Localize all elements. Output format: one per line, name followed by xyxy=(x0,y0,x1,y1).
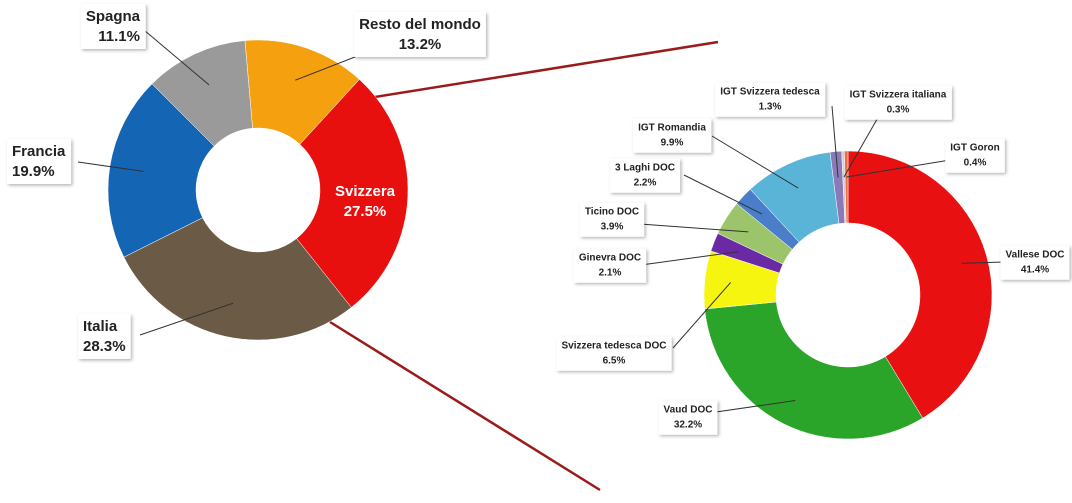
label-background xyxy=(715,82,826,117)
leader-line xyxy=(711,135,799,189)
slice-label: IGT Goron xyxy=(950,143,999,154)
donut-slice xyxy=(151,40,253,147)
leader-line xyxy=(639,223,749,233)
label-background xyxy=(1000,245,1070,280)
slice-value: 41.4% xyxy=(1021,265,1049,276)
slice-value: 11.1% xyxy=(98,28,140,45)
slice-label: Svizzera tedesca DOC xyxy=(561,341,666,352)
label-box: IGT Goron 0.4% xyxy=(945,138,1005,173)
label-background xyxy=(573,248,647,283)
slice-value: 28.3% xyxy=(83,338,126,355)
donut-slice xyxy=(704,301,924,440)
leader-line xyxy=(683,174,763,215)
slice-value: 19.9% xyxy=(12,163,55,180)
leader-line xyxy=(640,251,739,266)
slice-value: 27.5% xyxy=(344,203,387,220)
label-box: Vaud DOC 32.2% xyxy=(658,400,718,435)
label-box: IGT Romandia 9.9% xyxy=(633,118,712,153)
leader-line xyxy=(843,113,881,178)
donut-slice xyxy=(844,150,849,224)
slice-label: IGT Romandia xyxy=(638,123,706,134)
slice-label: Resto del mondo xyxy=(359,16,481,33)
donut-slice xyxy=(296,79,409,308)
slice-value: 13.2% xyxy=(399,36,442,53)
leader-line xyxy=(295,54,361,81)
label-background xyxy=(354,11,486,57)
label-background xyxy=(579,202,645,237)
leader-line xyxy=(831,105,839,178)
slice-value: 3.9% xyxy=(601,222,624,233)
leader-line xyxy=(139,302,234,336)
donut-slice xyxy=(107,83,215,258)
label-box: IGT Svizzera italiana 0.3% xyxy=(844,85,952,120)
donut-slice xyxy=(123,217,352,341)
slice-value: 2.2% xyxy=(634,178,657,189)
leader-line xyxy=(672,282,732,349)
slice-label: Vaud DOC xyxy=(664,405,713,416)
slice-label: IGT Svizzera tedesca xyxy=(720,87,820,98)
slice-label: Italia xyxy=(83,318,118,335)
slice-value: 2.1% xyxy=(599,268,622,279)
label-background xyxy=(945,138,1005,173)
slice-label: Ginevra DOC xyxy=(579,253,641,264)
label-background xyxy=(633,118,712,153)
label-box: Francia 19.9% xyxy=(7,138,72,184)
slice-label: Francia xyxy=(12,143,66,160)
label-background xyxy=(844,85,952,120)
label-box: Ginevra DOC 2.1% xyxy=(573,248,647,283)
slice-label: IGT Svizzera italiana xyxy=(850,90,947,101)
label-box: 3 Laghi DOC 2.2% xyxy=(609,158,681,193)
label-background xyxy=(658,400,718,435)
leader-line xyxy=(137,24,210,86)
slice-label: 3 Laghi DOC xyxy=(615,163,675,174)
slice-value: 32.2% xyxy=(674,420,702,431)
leader-line xyxy=(846,159,951,178)
label-box: Vallese DOC 41.4% xyxy=(1000,245,1070,280)
label-box: Resto del mondo 13.2% xyxy=(354,11,486,57)
slice-value: 9.9% xyxy=(661,138,684,149)
leader-line xyxy=(77,161,144,172)
donut-slice xyxy=(847,150,993,419)
label-background xyxy=(556,336,672,371)
slice-label: Vallese DOC xyxy=(1006,250,1065,261)
slice-label: Spagna xyxy=(86,8,141,25)
slice-label: Svizzera xyxy=(335,183,396,200)
leader-line xyxy=(961,261,1006,264)
label-background xyxy=(80,3,146,49)
label-background xyxy=(7,138,72,184)
connector xyxy=(374,40,719,99)
label-box: Ticino DOC 3.9% xyxy=(579,202,645,237)
label-box: Spagna 11.1% xyxy=(80,3,146,49)
connector xyxy=(329,320,601,492)
label-box: IGT Svizzera tedesca 1.3% xyxy=(715,82,826,117)
slice-value: 1.3% xyxy=(759,102,782,113)
leader-line xyxy=(715,400,796,413)
slice-value: 0.4% xyxy=(964,158,987,169)
slice-label: Ticino DOC xyxy=(585,207,639,218)
label-background xyxy=(78,313,131,359)
slice-value: 6.5% xyxy=(603,356,626,367)
label-box: Svizzera tedesca DOC 6.5% xyxy=(556,336,672,371)
label-box: Italia 28.3% xyxy=(78,313,131,359)
slice-value: 0.3% xyxy=(887,105,910,116)
label-background xyxy=(609,158,681,193)
